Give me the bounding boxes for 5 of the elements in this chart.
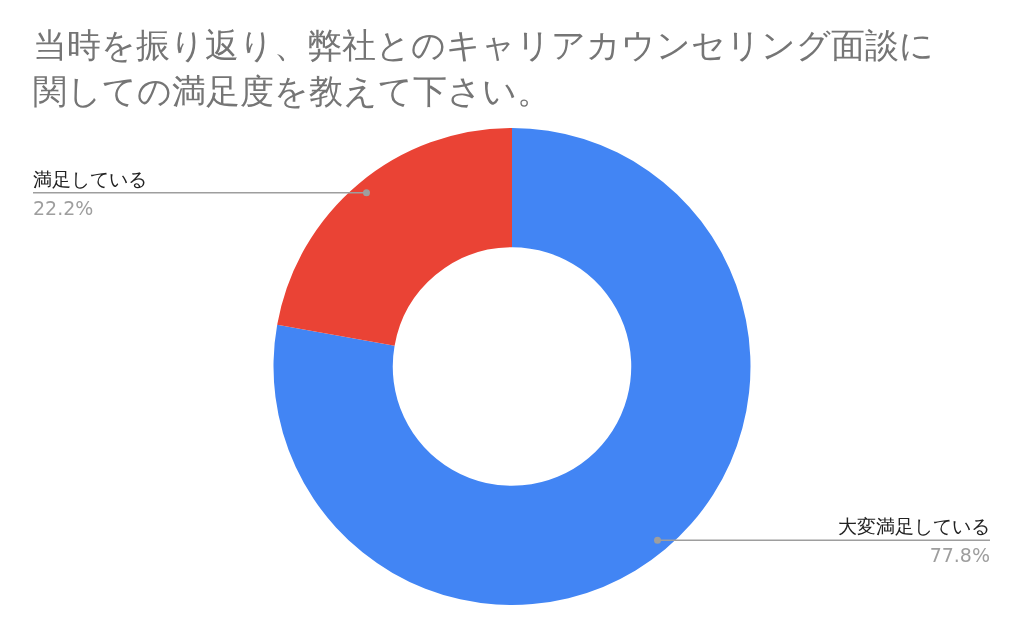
slice-label: 大変満足している <box>838 515 990 538</box>
data-label: 77.8% <box>929 544 990 567</box>
data-label: 22.2% <box>33 196 94 219</box>
slice-label: 満足している <box>33 167 147 190</box>
chart-title: 当時を振り返り、弊社とのキャリアカウンセリング面談に関しての満足度を教えて下さい。 <box>33 24 935 113</box>
